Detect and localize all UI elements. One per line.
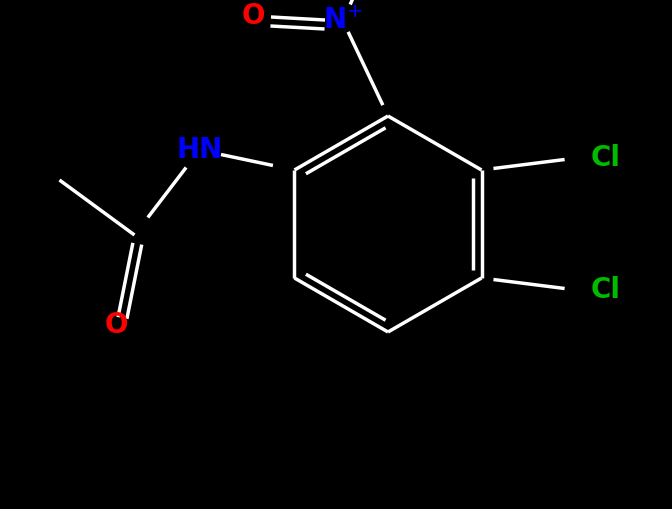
Text: Cl: Cl	[591, 276, 620, 304]
Text: O: O	[105, 311, 128, 339]
Text: N$^{+}$: N$^{+}$	[323, 7, 363, 35]
Text: Cl: Cl	[591, 144, 620, 172]
Text: O: O	[241, 2, 265, 30]
Text: HN: HN	[176, 136, 222, 164]
